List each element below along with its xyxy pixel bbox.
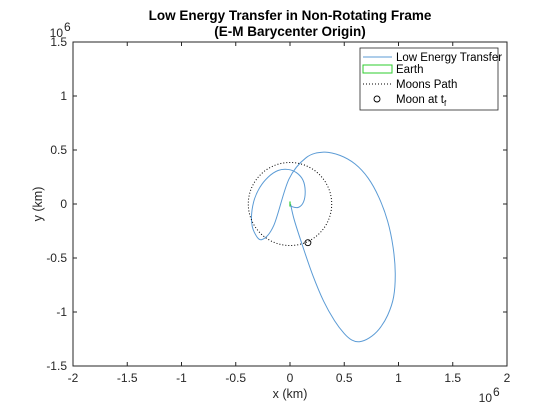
x-tick-label: 0.5 — [336, 371, 353, 385]
chart-title-line1: Low Energy Transfer in Non-Rotating Fram… — [149, 8, 432, 23]
y-axis-label: y (km) — [31, 187, 45, 222]
x-tick-label: 2 — [504, 371, 511, 385]
legend: Low Energy Transfer Earth Moons Path Moo… — [359, 47, 502, 111]
series-low-energy-transfer — [250, 151, 396, 343]
y-tick-label: -0.5 — [46, 251, 67, 265]
x-tick-label: 0 — [287, 371, 294, 385]
legend-box — [359, 47, 499, 111]
chart-title-line2: (E-M Barycenter Origin) — [214, 24, 366, 39]
legend-label-transfer: Low Energy Transfer — [396, 52, 502, 64]
y-tick-label: -1.5 — [46, 359, 67, 373]
y-tick-label: 0 — [60, 197, 67, 211]
x-axis-ticks: -2 -1.5 -1 -0.5 0 0.5 1 1.5 2 — [68, 42, 511, 385]
series-layer — [247, 151, 396, 343]
legend-swatch-earth — [362, 64, 393, 74]
y-tick-label: -1 — [56, 305, 67, 319]
x-tick-label: -2 — [68, 371, 79, 385]
series-moons-path — [247, 161, 333, 247]
moon-final-marker — [304, 239, 312, 247]
x-axis-label: x (km) — [273, 387, 308, 401]
legend-label-moon: Moon at tf — [396, 94, 447, 108]
legend-label-moon-path: Moons Path — [396, 79, 457, 91]
x-tick-label: 1 — [395, 371, 402, 385]
y-tick-label: 1.5 — [50, 35, 67, 49]
x-tick-label: -1 — [176, 371, 187, 385]
legend-marker-moon — [373, 95, 381, 103]
x-tick-label: -1.5 — [117, 371, 138, 385]
y-axis-ticks: -1.5 -1 -0.5 0 0.5 1 1.5 — [46, 35, 507, 373]
x-tick-label: -0.5 — [225, 371, 246, 385]
legend-label-moon-subscript: f — [444, 99, 447, 108]
y-exponent-base: 10 — [50, 26, 64, 40]
x-exponent-base: 10 — [479, 391, 493, 405]
y-tick-label: 1 — [60, 89, 67, 103]
x-tick-label: 1.5 — [444, 371, 461, 385]
legend-label-earth: Earth — [396, 64, 424, 76]
y-exponent-power: 6 — [64, 20, 71, 34]
x-exponent-power: 6 — [493, 385, 500, 399]
y-tick-label: 0.5 — [50, 143, 67, 157]
legend-label-moon-main: Moon at t — [396, 94, 445, 106]
